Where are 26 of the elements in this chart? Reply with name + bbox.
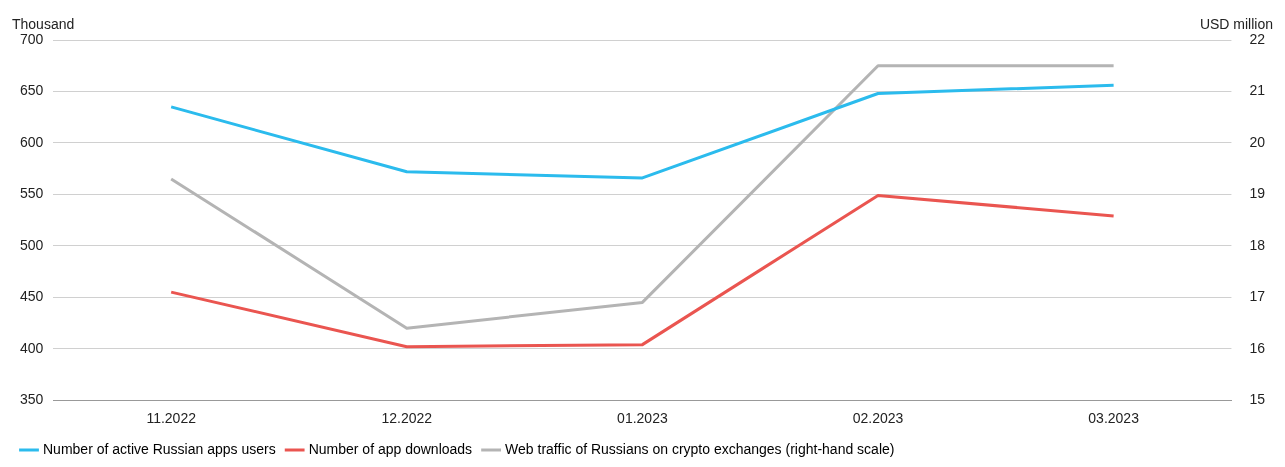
legend-label: Web traffic of Russians on crypto exchanges (right-hand scale) <box>505 440 895 457</box>
y-axis-title: Thousand <box>12 16 75 32</box>
y-tick-label: 650 <box>20 82 44 99</box>
y2-axis-title: USD million <box>1199 16 1273 32</box>
y2-tick-label: 18 <box>1249 236 1266 253</box>
y2-tick-label: 15 <box>1249 391 1266 408</box>
x-tick-label: 12.2022 <box>381 410 433 427</box>
y2-tick-label: 19 <box>1249 185 1266 202</box>
legend-label: Number of app downloads <box>308 440 473 457</box>
x-tick-label: 03.2023 <box>1088 410 1140 427</box>
x-tick-label: 01.2023 <box>617 410 668 427</box>
y2-tick-label: 16 <box>1249 339 1266 356</box>
y2-tick-label: 17 <box>1249 288 1266 305</box>
y-tick-label: 350 <box>20 391 44 408</box>
y2-tick-label: 20 <box>1249 133 1266 150</box>
y-tick-label: 700 <box>20 30 44 47</box>
x-tick-label: 11.2022 <box>146 410 197 427</box>
y2-tick-label: 21 <box>1249 82 1266 99</box>
y-tick-label: 600 <box>20 133 44 150</box>
x-tick-label: 02.2023 <box>852 410 904 427</box>
legend-label: Number of active Russian apps users <box>43 440 276 457</box>
y-tick-label: 400 <box>20 339 44 356</box>
y-tick-label: 550 <box>20 185 44 202</box>
y-tick-label: 450 <box>20 288 44 305</box>
y-tick-label: 500 <box>20 236 44 253</box>
y2-tick-label: 22 <box>1249 30 1266 47</box>
